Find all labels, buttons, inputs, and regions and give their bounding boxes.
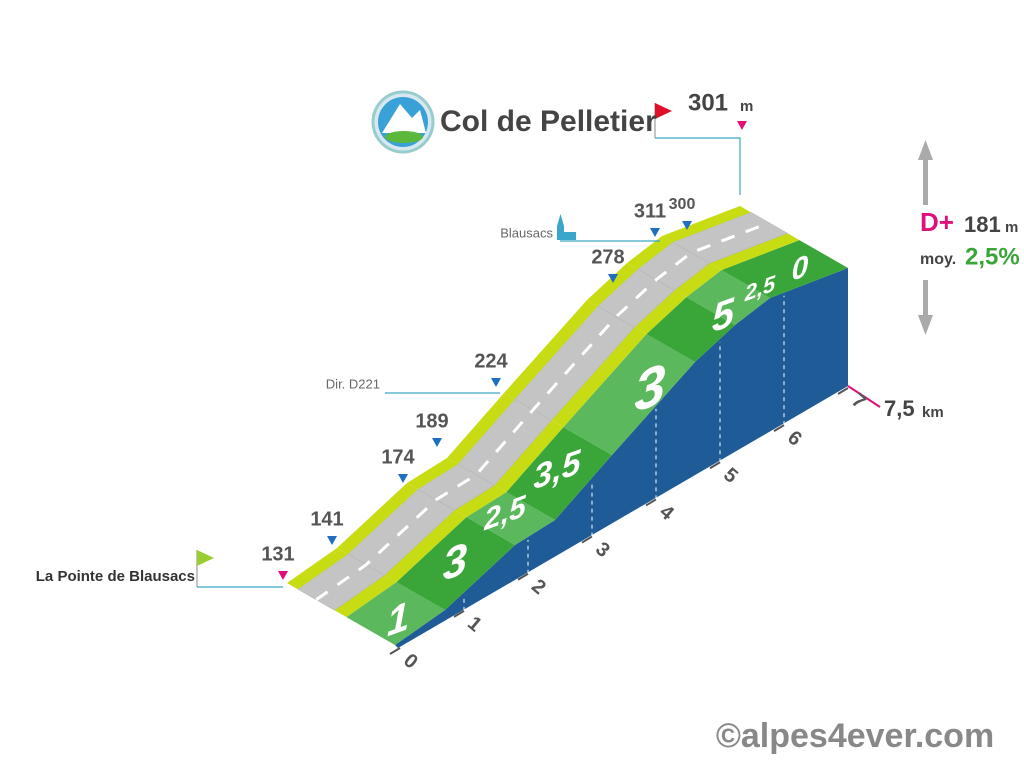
start-flag xyxy=(196,550,214,587)
km-tick xyxy=(837,387,849,395)
copyright: ©alpes4ever.com xyxy=(716,717,994,755)
gradient-face xyxy=(466,492,555,545)
gradient-face xyxy=(563,334,695,455)
road-edge xyxy=(674,263,722,298)
road-edge xyxy=(454,485,507,518)
km-tick-label: 6 xyxy=(783,427,806,451)
elevation-label: 278 xyxy=(591,246,624,268)
road-edge xyxy=(407,458,458,490)
km-tick-label: 5 xyxy=(719,464,742,488)
km-tick xyxy=(517,572,529,581)
marker xyxy=(737,121,747,130)
gradient-label: 5 xyxy=(712,288,735,341)
logo xyxy=(371,90,435,154)
avg: 2,5% xyxy=(965,243,1020,270)
km-tick-label: 4 xyxy=(655,501,678,526)
gradient-label: 3 xyxy=(634,352,665,425)
leaders xyxy=(197,137,741,588)
km-tick-label: 1 xyxy=(463,612,486,636)
road-edge xyxy=(634,290,687,335)
gradient-face xyxy=(396,517,515,610)
avg-label: moy. xyxy=(920,251,956,268)
km-tick-label: 0 xyxy=(399,649,422,673)
waypoint-label: Blausacs xyxy=(500,225,553,240)
gradient-face xyxy=(686,270,770,325)
church-icon xyxy=(557,214,576,240)
elevation-label: 141 xyxy=(310,508,343,530)
distance: 7,5 xyxy=(884,396,915,421)
elevation-label: 174 xyxy=(381,446,415,468)
elevation-label: 224 xyxy=(474,350,508,372)
marker xyxy=(278,571,288,580)
km-tick-label: 3 xyxy=(591,538,614,562)
gain: 181 xyxy=(964,212,1001,237)
start-name: La Pointe de Blausacs xyxy=(36,568,195,585)
km-tick xyxy=(645,498,657,507)
gradient-face xyxy=(646,297,735,362)
marker xyxy=(608,274,618,283)
elevation-label: 300 xyxy=(669,196,696,213)
summit-elevation: 301 xyxy=(688,89,728,116)
road-edge xyxy=(627,236,673,270)
summit-flag xyxy=(654,103,672,138)
leader xyxy=(655,137,741,195)
road-edge xyxy=(709,233,800,271)
gradient-face xyxy=(346,582,445,645)
gradient-label: 1 xyxy=(387,593,409,646)
marker xyxy=(432,438,442,447)
km-tick xyxy=(581,535,593,544)
road-edge xyxy=(504,300,598,400)
marker xyxy=(650,228,660,237)
distance-unit: km xyxy=(922,404,944,421)
gradient-label: 3 xyxy=(443,532,467,590)
side-face xyxy=(395,268,848,648)
road-edge xyxy=(551,327,647,428)
gain-unit: m xyxy=(1005,219,1018,236)
gain-label: D+ xyxy=(920,207,954,237)
waypoint-label: Dir. D221 xyxy=(326,376,380,391)
km-tick xyxy=(453,609,465,618)
marker xyxy=(491,378,501,387)
road-edge xyxy=(287,548,348,590)
height-arrow xyxy=(918,140,933,335)
km-tick xyxy=(773,424,785,433)
elevation-label: 311 xyxy=(634,200,666,222)
km-tick-label: 7 xyxy=(847,389,870,413)
gradient-face xyxy=(721,240,848,298)
road-edge xyxy=(494,420,564,493)
road-edge xyxy=(447,393,515,465)
distance-pointer xyxy=(847,385,881,408)
km-tick-label: 2 xyxy=(527,575,550,599)
road-edge xyxy=(337,483,418,555)
road-edge xyxy=(334,575,397,618)
title: Col de Pelletier xyxy=(440,105,657,138)
elevation-label: 189 xyxy=(415,410,448,432)
road-edge xyxy=(587,263,638,307)
marker xyxy=(398,474,408,483)
gradient-face xyxy=(506,427,612,520)
center-line xyxy=(315,221,770,601)
summit-unit: m xyxy=(740,98,753,115)
marker xyxy=(682,221,692,230)
km-tick xyxy=(389,647,401,655)
road-ribbon xyxy=(287,206,849,655)
km-tick xyxy=(709,461,721,470)
marker xyxy=(327,536,337,545)
road-edge xyxy=(662,206,751,243)
road-edge xyxy=(384,510,467,583)
start-elevation: 131 xyxy=(261,543,294,565)
gradient-label: 0 xyxy=(792,248,809,288)
